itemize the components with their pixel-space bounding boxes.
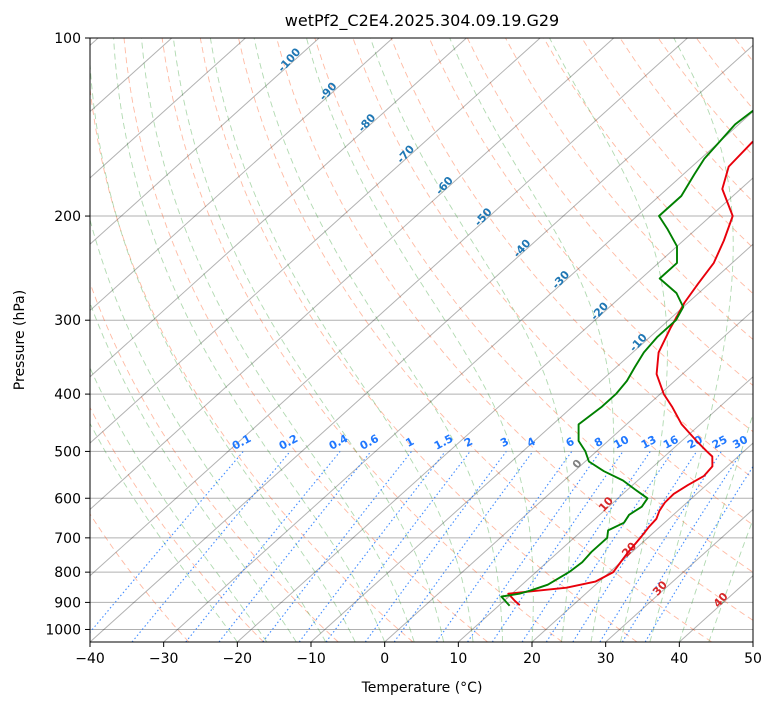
y-tick-label: 100 [54, 31, 81, 47]
mixing-ratio-line [218, 451, 372, 642]
isotherm [90, 38, 467, 378]
mixing-ratio-line [644, 465, 753, 642]
mixing-ratio-line [491, 451, 624, 642]
moist-adiabat [253, 38, 503, 642]
plot-clip-group: 0.10.20.40.611.52346810131620253036-100-… [90, 38, 771, 642]
mixing-ratio-line [467, 451, 601, 642]
isotherm [90, 38, 394, 312]
mixing-ratio-line [131, 451, 291, 642]
moist-adiabat [549, 38, 668, 642]
x-tick-label: 10 [449, 651, 467, 667]
isotherm [90, 38, 246, 179]
mixing-ratio-line [298, 451, 446, 642]
x-tick-label: −40 [75, 651, 105, 667]
moist-adiabat [209, 38, 474, 642]
dry-adiabat [428, 38, 753, 433]
dry-adiabat [90, 513, 190, 642]
isotherm [236, 177, 753, 642]
x-tick-label: 50 [744, 651, 762, 667]
moist-adiabat [90, 56, 356, 642]
y-tick-label: 500 [54, 444, 81, 460]
isotherm [90, 44, 753, 642]
moist-adiabat [90, 217, 327, 642]
mixing-ratio-line [572, 451, 698, 642]
moist-adiabat [306, 38, 534, 642]
moist-adiabat [369, 38, 571, 642]
moist-adiabat [141, 38, 415, 642]
chart-title: wetPf2_C2E4.2025.304.09.19.G29 [285, 11, 559, 31]
mixing-ratio-line [364, 451, 507, 642]
y-tick-label: 600 [54, 491, 81, 507]
y-tick-label: 400 [54, 387, 81, 403]
isotherm [90, 38, 320, 245]
dry-adiabat [505, 38, 753, 341]
x-tick-label: 40 [670, 651, 688, 667]
dry-adiabat [352, 38, 753, 526]
moist-adiabat [90, 422, 238, 642]
moist-adiabat [90, 366, 268, 642]
mixing-ratio-label: 20 [685, 433, 705, 452]
mixing-ratio-line [325, 451, 471, 642]
y-tick-label: 700 [54, 531, 81, 547]
dry-adiabat [199, 38, 638, 642]
y-axis: 100 200 300 400 500 600 700 800 900 1000 [45, 31, 90, 638]
isotherm [605, 508, 753, 642]
y-tick-label: 900 [54, 595, 81, 611]
x-tick-label: −10 [296, 651, 326, 667]
plot-area: 0.10.20.40.611.52346810131620253036-100-… [90, 38, 771, 642]
moist-adiabat [172, 38, 445, 642]
isotherm [457, 376, 753, 642]
mixing-ratio-label: 25 [710, 433, 730, 452]
moist-adiabat [649, 38, 734, 642]
isotherm [90, 38, 541, 444]
dry-adiabat [314, 38, 753, 573]
y-tick-label: 1000 [45, 622, 81, 638]
x-tick-label: 0 [380, 651, 389, 667]
x-tick-label: −20 [223, 651, 253, 667]
mixing-ratio-line [393, 451, 534, 642]
mixing-ratio-line [521, 451, 651, 642]
mixing-ratio-label: 10 [612, 433, 632, 452]
y-tick-label: 800 [54, 565, 81, 581]
dry-adiabat [390, 38, 753, 479]
mixing-ratio-line [599, 451, 722, 642]
mixing-ratio-line [435, 451, 573, 642]
isotherm [531, 442, 753, 642]
mixing-ratio-line [185, 451, 341, 642]
mixing-ratio-label: 13 [639, 433, 659, 452]
mixing-ratio-line [90, 451, 244, 634]
mixing-ratio-label: 36 [751, 433, 771, 452]
dry-adiabat [238, 38, 712, 642]
dry-adiabat [123, 38, 488, 642]
dry-adiabat [276, 38, 753, 621]
plot-frame [89, 37, 754, 643]
y-tick-label: 200 [54, 209, 81, 225]
temperature-profile-line [507, 140, 753, 606]
dry-adiabat [466, 38, 753, 387]
x-tick-label: −30 [149, 651, 179, 667]
moist-adiabat [90, 301, 297, 642]
dry-adiabat [90, 85, 414, 642]
isotherm [384, 309, 753, 642]
y-tick-label: 300 [54, 313, 81, 329]
x-axis: −40 −30 −20 −10 0 10 20 30 40 50 [75, 642, 762, 667]
x-tick-label: 20 [523, 651, 541, 667]
dry-adiabat [90, 406, 264, 642]
mixing-ratio-label: 30 [730, 433, 750, 452]
isotherm [310, 243, 753, 642]
isotherm [90, 38, 615, 511]
moist-adiabat [449, 38, 615, 642]
moist-adiabat [678, 412, 753, 642]
y-axis-label: Pressure (hPa) [12, 290, 28, 390]
dewpoint-profile-line [500, 109, 753, 607]
isotherm [90, 38, 688, 577]
moist-adiabat [708, 518, 753, 642]
dry-adiabat [161, 38, 563, 642]
x-axis-label: Temperature (°C) [361, 680, 483, 696]
mixing-ratio-label: 16 [661, 433, 681, 452]
x-tick-label: 30 [597, 651, 615, 667]
